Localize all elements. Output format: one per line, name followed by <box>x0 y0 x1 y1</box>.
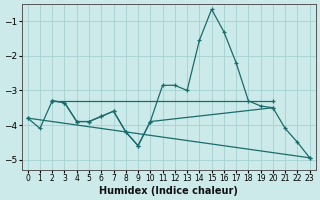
X-axis label: Humidex (Indice chaleur): Humidex (Indice chaleur) <box>99 186 238 196</box>
